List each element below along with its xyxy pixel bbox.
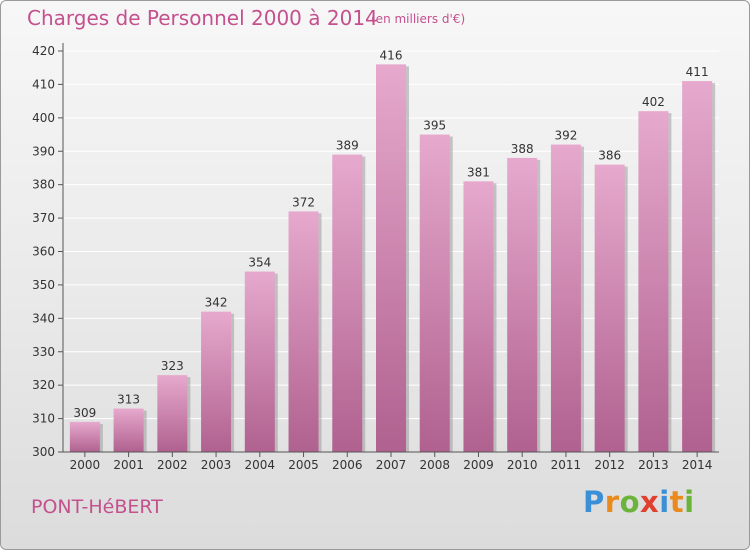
data-labels: 309 313 323 342 354 372 389 416 395 381 388 392 386 4… [73,48,708,420]
x-tick-label-2004: 2004 [245,458,276,472]
bar-2008 [419,134,450,452]
data-label-2003: 342 [205,296,228,310]
bar-2004 [244,271,275,452]
data-label-2010: 388 [511,142,534,156]
bar-2003 [201,311,232,452]
bar-2001 [113,408,144,452]
x-tick-label-2003: 2003 [201,458,232,472]
data-label-2008: 395 [423,119,446,133]
bar-2007 [376,64,406,452]
data-label-2014: 411 [686,65,709,79]
y-tick-label: 300 [32,445,55,459]
y-tick-label: 340 [32,311,55,325]
y-axis: 300 310 320 330 340 350 360 370 380 390 400 410 420 [32,43,64,459]
bar-2000 [69,421,100,452]
bar-2012 [594,164,625,452]
x-tick-label-2008: 2008 [419,458,450,472]
y-tick-label: 390 [32,144,55,158]
data-label-2001: 313 [117,393,140,407]
bars [69,64,716,453]
y-tick-label: 330 [32,345,55,359]
data-label-2012: 386 [598,149,621,163]
x-tick-label-2013: 2013 [638,458,669,472]
bar-2009 [463,181,494,452]
data-label-2009: 381 [467,165,490,179]
bar-2002 [157,375,188,452]
commune-name: PONT-HéBERT [31,496,163,518]
x-tick-label-2006: 2006 [332,458,363,472]
bar-2006 [332,154,363,452]
bar-2010 [507,157,538,452]
data-label-2011: 392 [554,129,577,143]
x-tick-label-2010: 2010 [507,458,538,472]
bar-2005 [288,211,319,452]
data-label-2004: 354 [248,256,271,270]
bar-2011 [550,144,581,453]
bar-2014 [682,81,713,452]
bar-2013 [638,111,669,453]
y-tick-label: 370 [32,211,55,225]
x-tick-label-2014: 2014 [682,458,713,472]
y-tick-label: 410 [32,77,55,91]
y-tick-label: 350 [32,278,55,292]
x-tick-label-2005: 2005 [288,458,319,472]
y-tick-label: 320 [32,378,55,392]
x-axis: 2000 2001 2002 2003 2004 2005 2006 2007 2008 2009… [63,451,719,472]
x-tick-label-2000: 2000 [70,458,101,472]
x-tick-label-2007: 2007 [376,458,407,472]
y-tick-label: 420 [32,44,55,58]
chart-subtitle: (en milliers d'€) [371,12,466,26]
x-tick-label-2001: 2001 [113,458,144,472]
y-tick-label: 360 [32,245,55,259]
x-tick-label-2002: 2002 [157,458,188,472]
data-label-2013: 402 [642,95,665,109]
y-tick-label: 380 [32,178,55,192]
y-tick-label: 310 [32,412,55,426]
proxiti-logo: Proxiti [583,485,695,519]
x-tick-label-2011: 2011 [551,458,582,472]
y-tick-label: 400 [32,111,55,125]
chart-title: Charges de Personnel 2000 à 2014 [27,6,378,30]
data-label-2000: 309 [73,406,96,420]
data-label-2002: 323 [161,359,184,373]
data-label-2007: 416 [380,48,403,62]
x-tick-label-2009: 2009 [463,458,494,472]
data-label-2005: 372 [292,195,315,209]
x-tick-label-2012: 2012 [594,458,625,472]
data-label-2006: 389 [336,139,359,153]
